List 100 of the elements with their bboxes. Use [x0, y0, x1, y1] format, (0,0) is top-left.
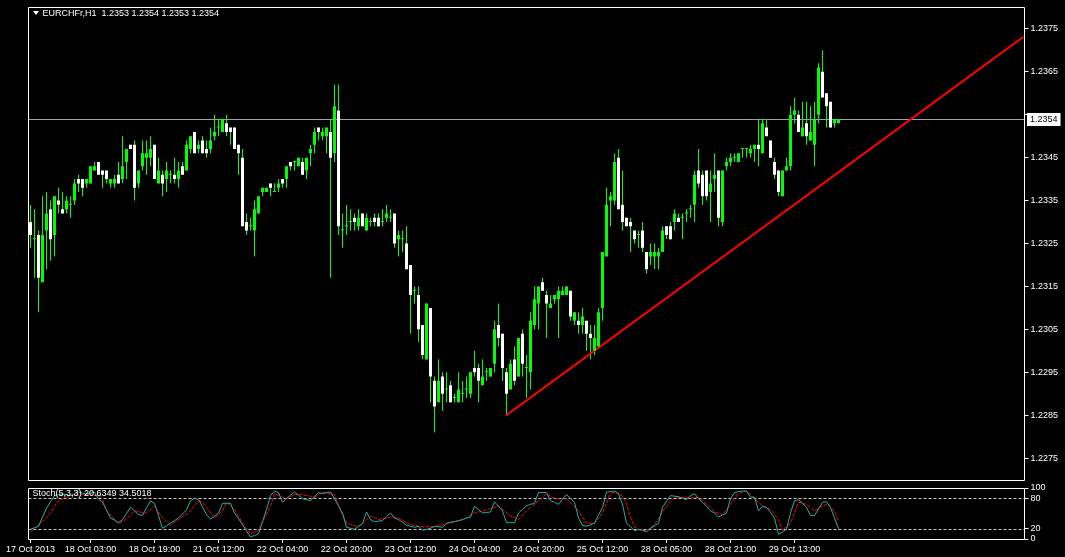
candlestick — [445, 371, 448, 403]
x-tick-label: 24 Oct 20:00 — [512, 543, 565, 554]
candlestick — [689, 204, 692, 219]
candlestick — [401, 230, 404, 253]
candlestick — [341, 212, 344, 249]
y-tick-label: 100 — [1030, 482, 1046, 493]
candlestick — [481, 358, 484, 386]
candlestick — [285, 165, 288, 189]
candlestick — [805, 101, 808, 146]
candlestick — [505, 367, 508, 416]
candlestick — [581, 307, 584, 335]
x-tick-label: 17 Oct 2013 — [5, 543, 56, 554]
candlestick — [657, 247, 660, 270]
candlestick — [349, 208, 352, 232]
candlestick — [309, 144, 312, 167]
y-tick-label: 1.2325 — [1030, 237, 1059, 248]
x-tick-label: 24 Oct 04:00 — [448, 543, 501, 554]
candlestick — [225, 114, 228, 137]
candlestick — [157, 157, 160, 184]
y-tick-label: 1.2295 — [1030, 366, 1059, 377]
candlestick — [537, 285, 540, 330]
candlestick — [477, 363, 480, 403]
y-tick-label: 1.2335 — [1030, 195, 1059, 206]
candlestick — [797, 109, 800, 133]
candlestick — [313, 127, 316, 154]
candlestick — [121, 135, 124, 184]
candlestick — [809, 105, 812, 141]
candlestick — [801, 101, 804, 137]
candlestick — [661, 225, 664, 253]
x-tick-label: 22 Oct 20:00 — [320, 543, 373, 554]
y-tick-label: 80 — [1030, 492, 1041, 503]
candlestick — [209, 127, 212, 154]
candlestick — [125, 148, 128, 180]
candlestick — [357, 208, 360, 232]
y-tick-label: 1.2275 — [1030, 452, 1059, 463]
candlestick — [709, 170, 712, 223]
candlestick — [293, 160, 296, 172]
ref-line-label: 1.2354 — [1030, 113, 1058, 124]
chart-title: EURCHFr,H1 1.2353 1.2354 1.2353 1.2354 — [42, 7, 220, 18]
candlestick — [469, 371, 472, 399]
candlestick — [457, 371, 460, 403]
y-tick-label: 1.2375 — [1030, 23, 1059, 34]
candlestick — [177, 161, 180, 189]
candlestick — [545, 290, 548, 339]
candlestick — [413, 285, 416, 305]
y-tick-label: 20 — [1030, 523, 1041, 534]
candlestick — [629, 217, 632, 253]
candlestick — [389, 208, 392, 223]
candlestick — [713, 152, 716, 193]
candlestick — [73, 178, 76, 206]
chart-title: Stoch(5,3,3) 20.6349 34.5018 — [32, 488, 152, 499]
y-tick-label: 0 — [1030, 533, 1036, 544]
candlestick — [145, 139, 148, 176]
candlestick — [485, 367, 488, 382]
candlestick — [325, 127, 328, 154]
candlestick — [45, 191, 48, 270]
candlestick — [653, 243, 656, 270]
y-tick-label: 1.2365 — [1030, 66, 1059, 77]
candlestick — [173, 157, 176, 184]
candlestick — [69, 195, 72, 219]
x-tick-label: 28 Oct 21:00 — [704, 543, 757, 554]
candlestick — [141, 139, 144, 172]
candlestick — [557, 285, 560, 339]
candlestick — [381, 208, 384, 227]
candlestick — [701, 170, 704, 206]
candlestick — [33, 208, 36, 279]
candlestick — [441, 371, 444, 412]
candlestick — [745, 148, 748, 159]
candlestick — [641, 221, 644, 253]
candlestick — [397, 230, 400, 257]
x-tick-label: 23 Oct 12:00 — [384, 543, 437, 554]
candlestick — [589, 324, 592, 360]
candlestick — [165, 161, 168, 193]
candlestick — [465, 376, 468, 399]
candlestick — [681, 212, 684, 240]
candlestick — [577, 311, 580, 335]
candlestick — [645, 251, 648, 275]
candlestick — [437, 358, 440, 403]
candlestick — [673, 208, 676, 232]
candlestick — [253, 200, 256, 257]
x-tick-label: 18 Oct 03:00 — [64, 543, 117, 554]
x-tick-label: 29 Oct 13:00 — [768, 543, 821, 554]
candlestick — [793, 97, 796, 124]
y-tick-label: 1.2305 — [1030, 323, 1059, 334]
candlestick — [757, 118, 760, 167]
candlestick — [461, 380, 464, 403]
candlestick — [213, 114, 216, 141]
y-tick-label: 1.2345 — [1030, 152, 1059, 163]
candlestick — [685, 208, 688, 223]
candlestick — [741, 148, 744, 159]
x-tick-label: 18 Oct 19:00 — [128, 543, 181, 554]
x-tick-label: 25 Oct 12:00 — [576, 543, 629, 554]
x-tick-label: 22 Oct 04:00 — [256, 543, 309, 554]
candlestick — [345, 204, 348, 236]
x-tick-label: 28 Oct 05:00 — [640, 543, 693, 554]
candlestick — [149, 135, 152, 167]
y-tick-label: 1.2285 — [1030, 409, 1059, 420]
candlestick — [217, 118, 220, 137]
candlestick — [637, 230, 640, 249]
candlestick — [585, 320, 588, 352]
